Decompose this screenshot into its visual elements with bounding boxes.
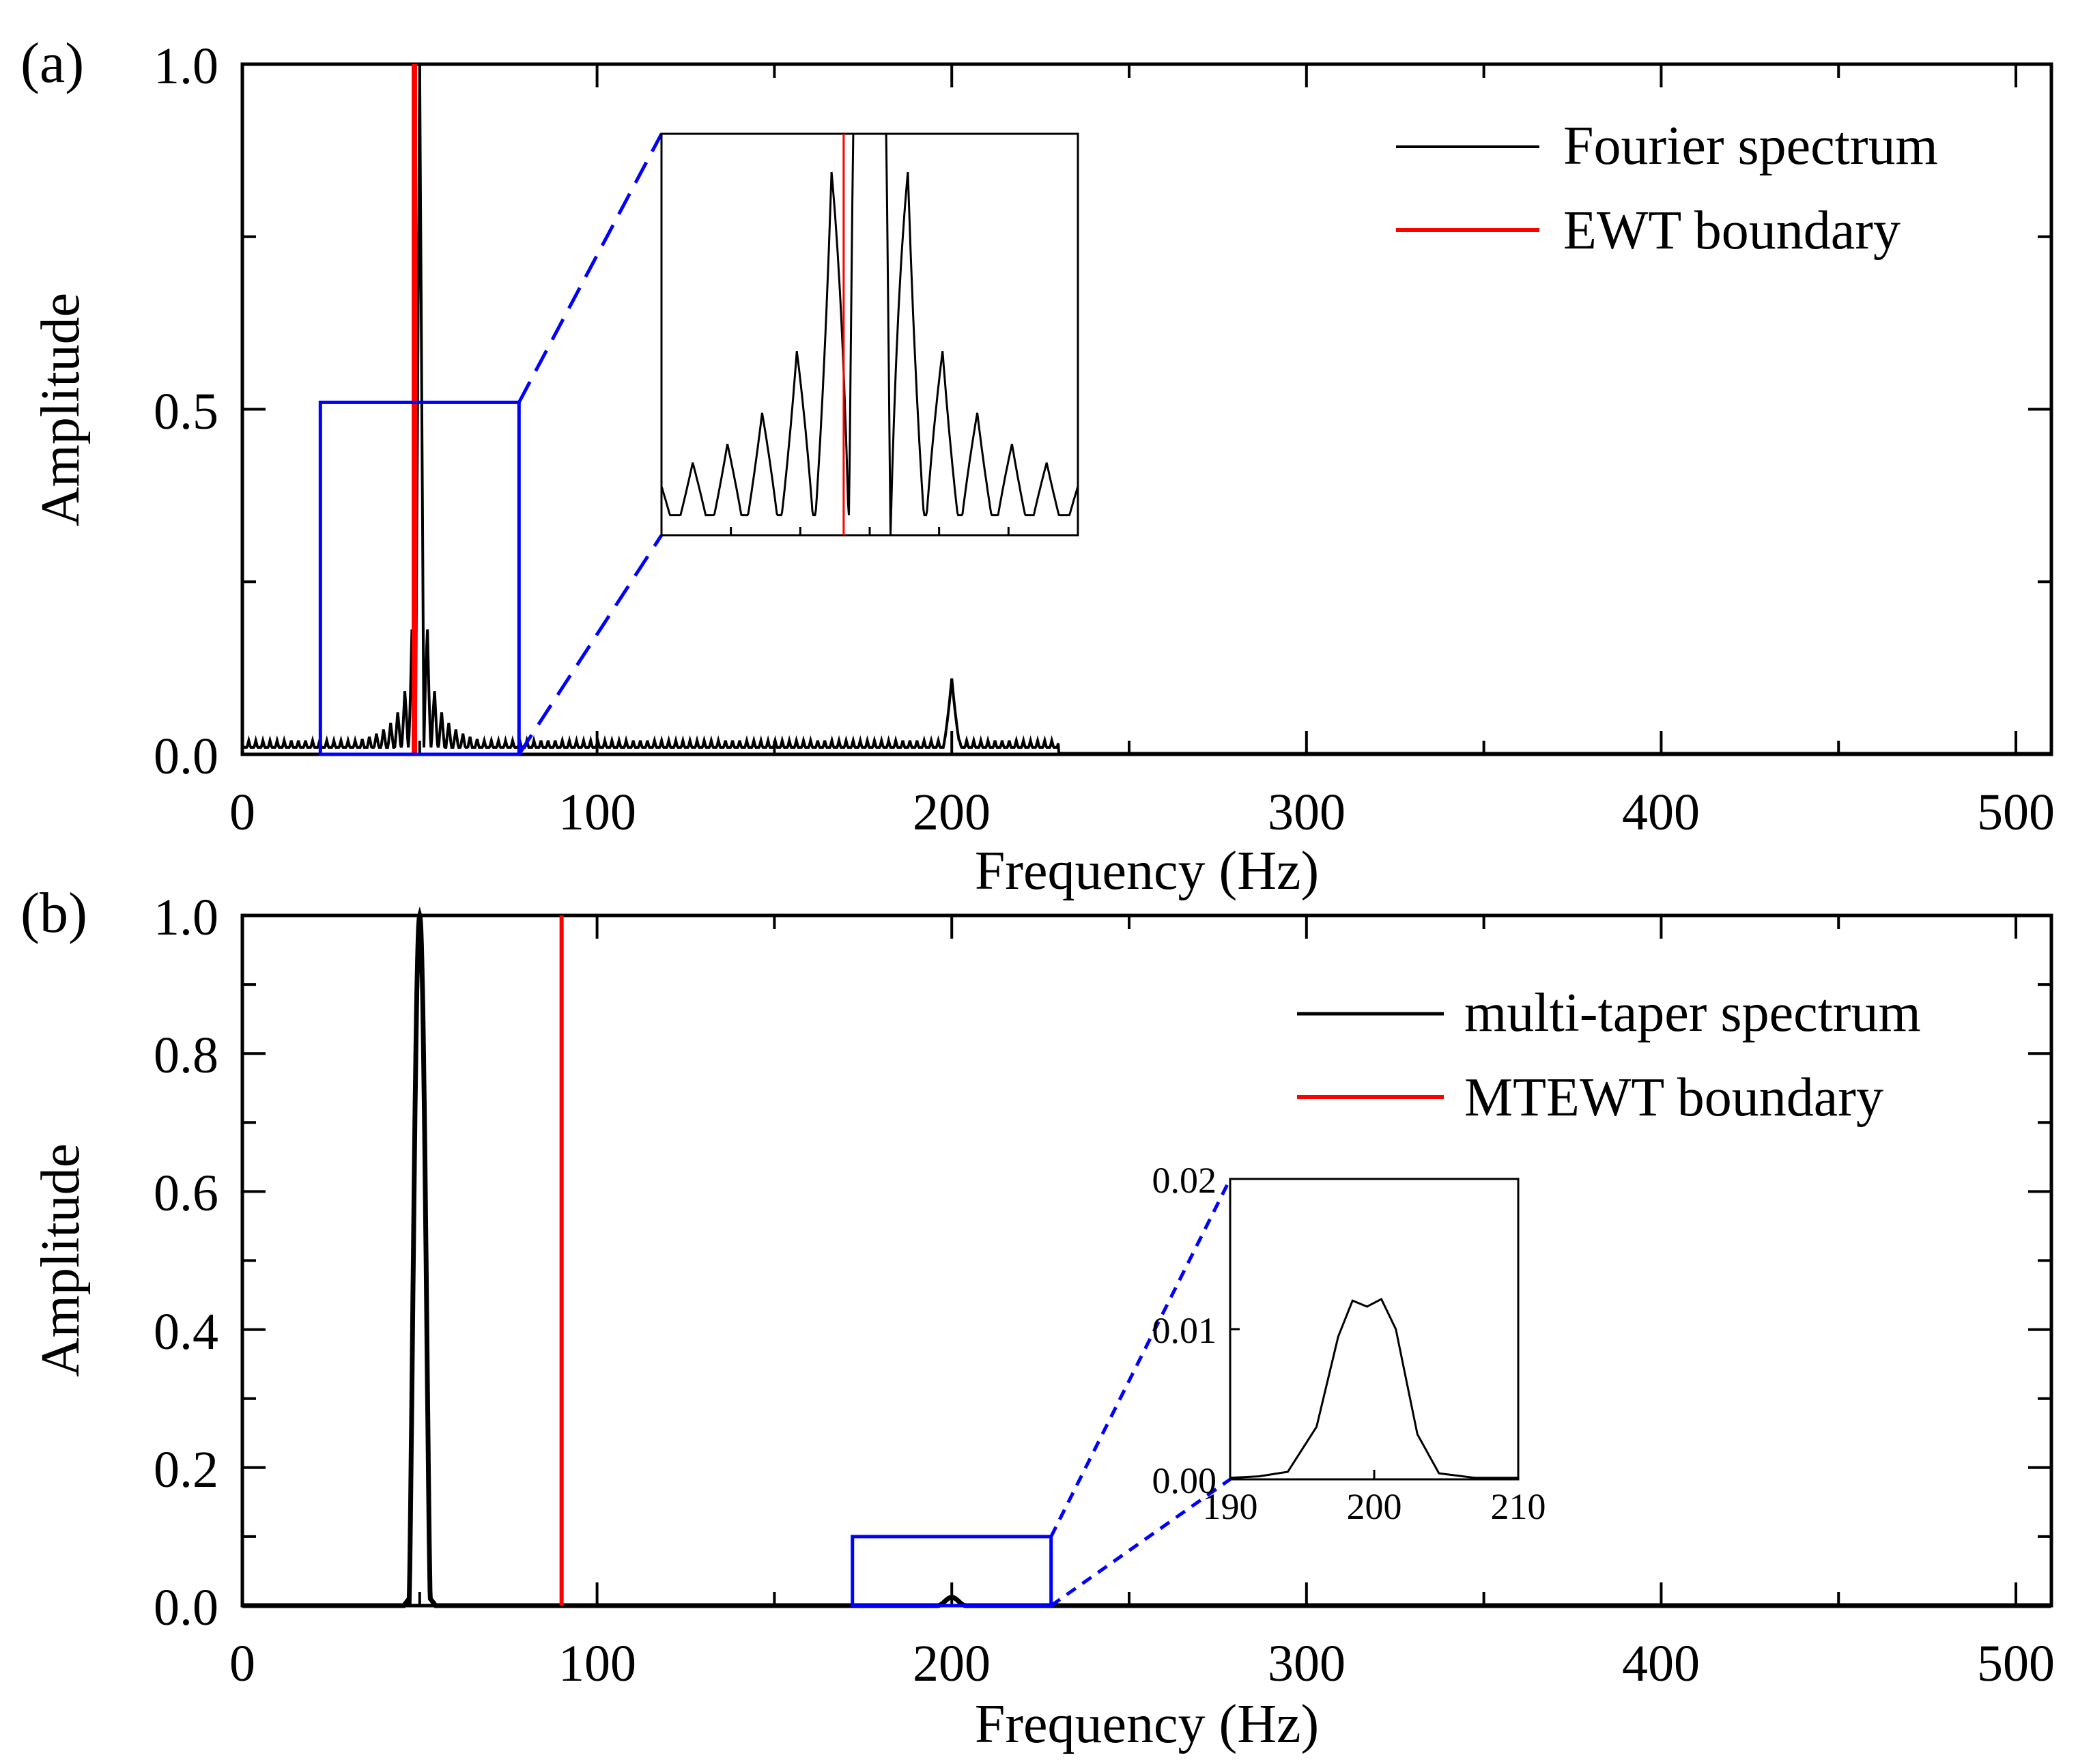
panel-a-inset xyxy=(660,132,1079,537)
panel-a-legend: Fourier spectrum EWT boundary xyxy=(1396,116,1938,261)
panel-b-inset-spectrum-line xyxy=(1229,1297,1518,1479)
panel-a-y-axis-label: Amplitude xyxy=(31,293,91,526)
panel-a-label: (a) xyxy=(20,31,84,95)
panel-b-ytick-label: 0.8 xyxy=(154,1027,218,1084)
panel-b-ytick-label: 1.0 xyxy=(154,889,218,946)
legend-label-multitaper-spectrum: multi-taper spectrum xyxy=(1464,983,1921,1043)
panel-a-zoom-connector-top xyxy=(517,132,664,403)
panel-b-legend: multi-taper spectrum MTEWT boundary xyxy=(1297,983,1921,1128)
panel-a-inset-spectrum-line xyxy=(660,132,1079,536)
panel-a-ytick-label: 1.0 xyxy=(154,38,218,95)
panel-b-inset-xtick-label: 190 xyxy=(1203,1486,1258,1527)
panel-b-inset: 0.00 0.01 0.02 190 200 210 xyxy=(1152,1160,1546,1527)
panel-b-label: (b) xyxy=(20,881,87,945)
panel-b-inset-xtick-label: 210 xyxy=(1491,1486,1546,1527)
panel-b-ytick-label: 0.0 xyxy=(154,1579,218,1636)
panel-a-fourier-spectrum-line xyxy=(241,63,2051,755)
panel-b-xtick-label: 300 xyxy=(1268,1635,1346,1692)
panel-a-zoom-box xyxy=(318,400,521,756)
panel-b-y-axis-label: Amplitude xyxy=(31,1143,91,1377)
panel-a: (a) 0.0 0.5 1.0 0 100 200 300 400 500 Fr… xyxy=(20,31,2055,901)
panel-b-xtick-label: 400 xyxy=(1622,1635,1700,1692)
panel-b-multitaper-spectrum-line xyxy=(242,906,2051,1608)
panel-a-ytick-label: 0.5 xyxy=(154,383,218,440)
panel-a-xtick-label: 0 xyxy=(229,784,255,841)
panel-b-inset-ytick-label: 0.02 xyxy=(1152,1160,1217,1201)
panel-b-ytick-label: 0.6 xyxy=(154,1165,218,1222)
panel-b-inset-xtick-label: 200 xyxy=(1347,1486,1402,1527)
panel-b-inset-frame xyxy=(1229,1178,1520,1481)
panel-b-xtick-label: 500 xyxy=(1977,1635,2055,1692)
panel-b-xtick-label: 100 xyxy=(558,1635,636,1692)
legend-label-ewt-boundary: EWT boundary xyxy=(1563,201,1901,261)
panel-b-ytick-label: 0.2 xyxy=(154,1441,218,1498)
panel-a-ytick-label: 0.0 xyxy=(154,728,218,785)
panel-b-xtick-label: 200 xyxy=(913,1635,991,1692)
panel-b-zoom-box xyxy=(851,1535,1053,1608)
panel-a-x-ticks xyxy=(241,64,2018,754)
panel-a-zoom-connector-bottom xyxy=(517,534,664,756)
panel-a-xtick-label: 400 xyxy=(1622,784,1700,841)
panel-b-zoom-connector-top xyxy=(1049,1178,1232,1538)
panel-a-xtick-label: 500 xyxy=(1977,784,2055,841)
panel-b-zoom-connector-bottom xyxy=(1050,1477,1232,1608)
legend-label-mtewt-boundary: MTEWT boundary xyxy=(1464,1068,1883,1128)
panel-b-x-axis-label: Frequency (Hz) xyxy=(975,1694,1319,1754)
panel-a-xtick-label: 200 xyxy=(913,784,991,841)
panel-b-ytick-label: 0.4 xyxy=(154,1303,218,1361)
panel-b-inset-ytick-label: 0.01 xyxy=(1152,1310,1217,1351)
panel-b-xtick-label: 0 xyxy=(229,1635,255,1692)
panel-b: (b) 0.0 0.2 0.4 0.6 0.8 1.0 0 100 200 30… xyxy=(20,881,2055,1754)
panel-b-inset-ytick-label: 0.00 xyxy=(1152,1460,1217,1501)
legend-label-fourier-spectrum: Fourier spectrum xyxy=(1563,116,1938,176)
panel-a-inset-ticks xyxy=(660,527,1079,535)
panel-a-xtick-label: 300 xyxy=(1268,784,1346,841)
panel-a-inset-frame xyxy=(660,132,1079,537)
panel-a-xtick-label: 100 xyxy=(558,784,636,841)
panel-a-x-axis-label: Frequency (Hz) xyxy=(975,841,1319,901)
panel-b-inset-ticks xyxy=(1229,1178,1520,1481)
panel-b-x-ticks xyxy=(241,915,2018,1606)
